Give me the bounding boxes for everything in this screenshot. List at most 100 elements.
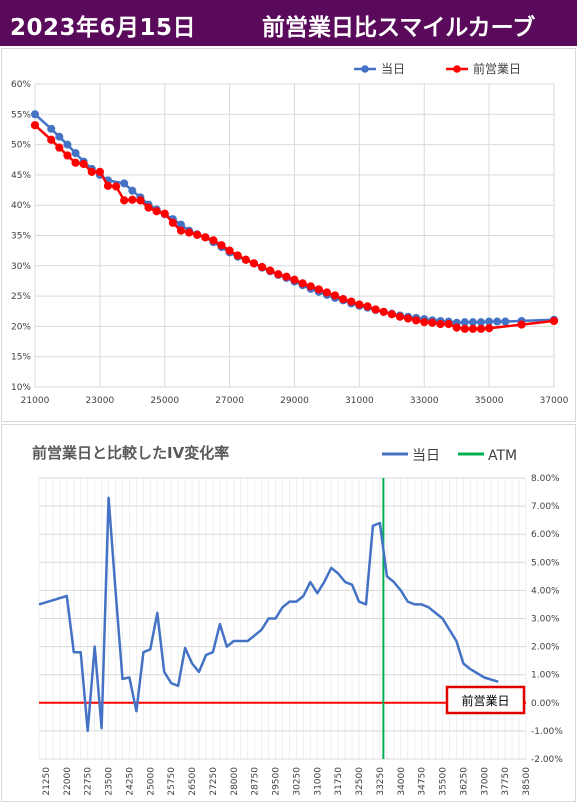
data-point-prev (47, 135, 56, 144)
y-tick-label: 6.00% (531, 530, 560, 540)
data-point-prev (71, 158, 80, 167)
data-point-prev (485, 324, 494, 333)
data-point-prev (103, 181, 113, 190)
data-point-prev (395, 312, 405, 321)
y-tick-label: 15% (11, 353, 31, 363)
x-tick-label: 29500 (272, 767, 282, 796)
data-point-prev (322, 288, 332, 297)
data-point-prev (184, 228, 194, 237)
data-point-prev (403, 314, 413, 323)
data-point-prev (168, 218, 177, 227)
y-tick-label: 10% (11, 383, 31, 393)
data-point-prev (63, 151, 72, 160)
data-point-today (63, 140, 72, 149)
y-tick-label: 1.00% (531, 671, 560, 681)
data-point-prev (428, 318, 437, 327)
x-tick-label: 32500 (355, 767, 365, 796)
data-point-prev (549, 316, 559, 326)
data-point-prev (136, 196, 145, 205)
data-point-prev (233, 251, 242, 260)
data-point-today (55, 132, 64, 141)
smile-curve-chart: 10% 15% 20% 25% 30% 35% 40% 45% 50% 55% 60% 21000 23… (11, 61, 569, 406)
data-point-prev (436, 319, 445, 329)
data-point-prev (225, 246, 234, 255)
data-point-prev (193, 230, 202, 239)
x-tick-label: 35000 (475, 396, 504, 406)
legend-label: 当日 (412, 448, 440, 464)
header-title: 前営業日比スマイルカーブ (262, 15, 536, 41)
x-tick-label: 26500 (188, 767, 198, 796)
data-point-prev (95, 167, 104, 176)
chart-title: 前営業日と比較したIV変化率 (32, 444, 229, 462)
data-point-today (120, 179, 129, 188)
data-point-prev (460, 324, 469, 333)
data-point-prev (79, 159, 88, 169)
x-tick-label: 22750 (84, 767, 94, 796)
x-tick-label: 21000 (21, 396, 50, 406)
data-point-prev (249, 259, 259, 268)
data-point-today (493, 317, 502, 326)
header-bar: 2023年6月15日 前営業日比スマイルカーブ (0, 0, 577, 46)
data-point-prev (30, 121, 40, 130)
legend-label: 前営業日 (473, 61, 521, 76)
data-point-prev (476, 324, 486, 333)
x-tick-label: 27000 (215, 396, 244, 406)
y-tick-label: 5.00% (531, 558, 560, 568)
data-point-prev (266, 266, 275, 275)
y-tick-label: 35% (11, 232, 31, 242)
data-point-prev (87, 167, 96, 176)
data-point-prev (282, 272, 291, 281)
x-tick-label: 27250 (209, 767, 219, 796)
smile-curve-chart-panel: 10% 15% 20% 25% 30% 35% 40% 45% 50% 55% 60% 21000 23… (1, 48, 576, 422)
data-point-prev (420, 318, 429, 327)
x-tick-label: 22000 (63, 767, 73, 796)
data-point-today (31, 110, 39, 119)
data-point-prev (412, 316, 421, 325)
y-tick-label: 0.00% (531, 699, 560, 709)
data-point-today (477, 318, 486, 327)
x-tick-label: 23000 (86, 396, 115, 406)
data-point-prev (468, 324, 478, 333)
x-tick-label: 34000 (397, 767, 407, 796)
x-tick-label: 21250 (42, 767, 52, 796)
data-point-prev (347, 297, 356, 306)
data-point-prev (120, 196, 129, 205)
data-point-prev (452, 323, 461, 332)
zero-line-label: 前営業日 (461, 693, 509, 708)
y-tick-label: -1.00% (531, 727, 563, 737)
data-point-prev (290, 275, 299, 284)
x-tick-label: 25000 (146, 767, 156, 796)
legend-label: ATM (488, 448, 517, 464)
data-point-prev (314, 285, 323, 294)
data-point-today (47, 124, 56, 133)
y-tick-label: 4.00% (531, 586, 560, 596)
data-point-prev (201, 233, 210, 242)
data-point-prev (517, 320, 526, 329)
x-tick-label: 23500 (105, 767, 115, 796)
x-tick-label: 37000 (480, 767, 490, 796)
y-tick-label: 55% (11, 110, 31, 120)
x-tick-label: 31000 (313, 767, 323, 796)
data-point-prev (371, 305, 380, 314)
y-tick-label: 60% (11, 80, 31, 90)
y-tick-label: -2.00% (531, 755, 563, 765)
series-line-iv-change (38, 496, 499, 733)
x-tick-label: 28000 (230, 767, 240, 796)
y-tick-label: 50% (11, 141, 31, 151)
iv-change-chart-panel: -2.00% -1.00% 0.00% 1.00% 2.00% 3.00% 4.00% 5.0… (1, 424, 576, 802)
x-tick-label: 35500 (439, 767, 449, 796)
y-tick-label: 40% (11, 201, 31, 211)
data-point-prev (128, 195, 137, 204)
data-point-prev (306, 282, 315, 291)
y-tick-label: 2.00% (531, 643, 560, 653)
data-point-prev (217, 241, 226, 250)
y-tick-label: 45% (11, 171, 31, 181)
data-point-prev (387, 310, 396, 319)
y-tick-label: 8.00% (531, 474, 560, 484)
data-point-prev (274, 270, 283, 279)
data-point-today (468, 318, 477, 327)
data-point-prev (241, 255, 250, 264)
data-point-prev (160, 209, 169, 218)
y-tick-label: 25% (11, 292, 31, 302)
data-point-prev (111, 182, 121, 191)
